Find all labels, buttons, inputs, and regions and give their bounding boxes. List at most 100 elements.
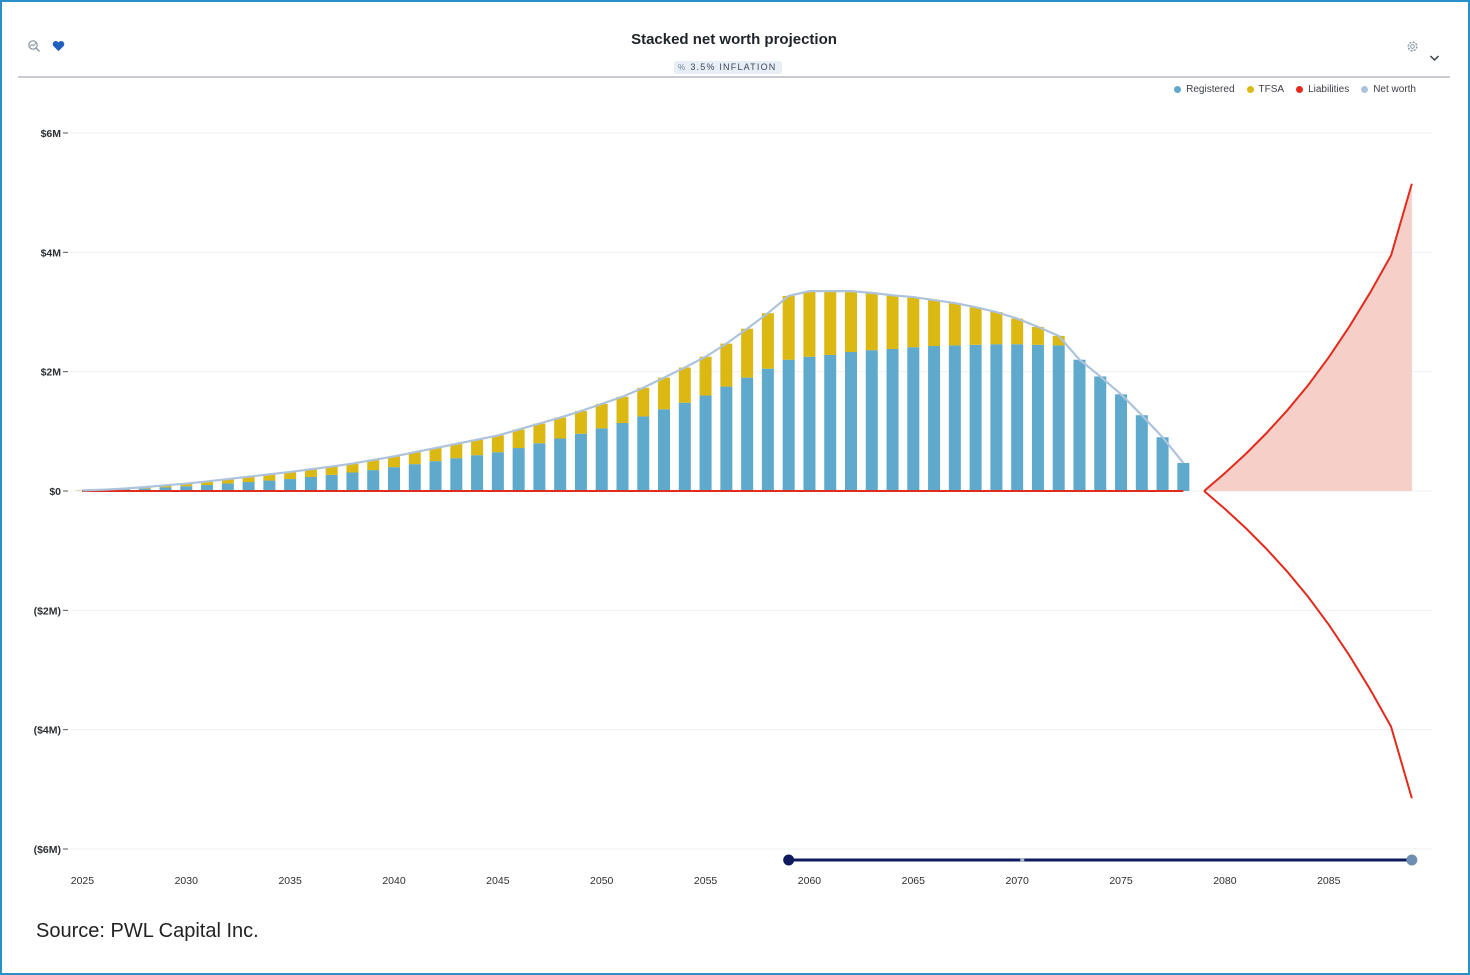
x-tick-label: 2055 [694,875,718,887]
bar-registered [616,422,629,491]
range-slider-end-handle[interactable] [1406,854,1418,866]
bar-registered [346,472,359,491]
bar-tfsa [824,291,837,355]
chart-header: Stacked net worth projection % 3.5% INFL… [18,22,1450,78]
bar-registered [221,483,234,491]
range-slider-start-handle[interactable] [783,854,795,866]
x-tick-label: 2030 [175,875,199,887]
bar-registered [1156,437,1169,491]
bar-registered [533,443,546,491]
bar-tfsa [699,356,712,396]
bar-registered [1094,376,1107,491]
bar-registered [1115,394,1128,491]
bar-tfsa [263,474,276,481]
bar-registered [1031,344,1044,491]
x-tick-label: 2075 [1109,875,1133,887]
bar-registered [1011,344,1024,491]
source-note: Source: PWL Capital Inc. [36,920,259,942]
bar-registered [595,428,608,491]
bar-registered [969,344,982,491]
legend-dot-registered-icon [1174,86,1182,93]
bar-registered [824,354,837,491]
bar-registered [554,438,567,491]
gear-icon[interactable] [1404,38,1420,54]
y-tick-label: ($6M) [34,844,61,856]
bar-tfsa [761,313,774,369]
shortfall-area [1204,183,1412,491]
bar-registered [782,359,795,491]
bar-tfsa [907,297,920,348]
bar-registered [907,347,920,491]
bar-registered [180,486,193,491]
bar-registered [1135,415,1148,491]
bar-tfsa [408,452,421,465]
y-tick-label: ($4M) [34,725,61,737]
legend-item-registered[interactable]: Registered [1174,84,1235,95]
bar-tfsa [658,377,671,410]
bar-tfsa [803,291,816,357]
bar-registered [658,409,671,491]
legend-label: TFSA [1258,84,1285,95]
chevron-down-icon[interactable] [1426,50,1442,66]
bar-registered [284,479,297,491]
bar-tfsa [741,328,754,378]
x-tick-label: 2070 [1005,875,1029,887]
x-tick-label: 2050 [590,875,614,887]
bar-tfsa [512,429,525,449]
heart-icon[interactable] [50,38,66,54]
bar-tfsa [865,292,878,351]
bar-tfsa [450,443,463,459]
bar-registered [450,458,463,491]
bar-tfsa [990,312,1003,345]
bar-registered [429,461,442,491]
bar-registered [263,480,276,491]
range-slider-midpoint [1020,858,1025,862]
bar-tfsa [969,307,982,345]
shortfall-line [1203,183,1413,492]
bar-registered [678,402,691,491]
bar-tfsa [1031,326,1044,345]
bar-registered [886,348,899,491]
bar-tfsa [886,295,899,349]
bar-tfsa [367,459,380,471]
bar-tfsa [720,343,733,387]
bar-tfsa [471,439,484,456]
bar-registered [325,474,338,491]
line-chart-compare-icon[interactable] [26,38,42,54]
legend-label: Registered [1186,84,1235,95]
bar-tfsa [678,367,691,403]
bar-registered [574,433,587,491]
x-tick-label: 2025 [71,875,95,887]
bar-tfsa [180,483,193,487]
y-tick-label: $6M [41,128,62,140]
bar-tfsa [574,411,587,434]
bar-registered [1052,345,1065,491]
bar-registered [928,346,941,491]
bar-tfsa [1052,335,1065,346]
net-worth-line [82,290,1185,492]
bar-registered [720,386,733,491]
legend-label: Net worth [1373,84,1416,95]
bar-tfsa [844,291,857,352]
bar-tfsa [1011,318,1024,345]
legend-item-tfsa[interactable]: TFSA [1246,84,1285,95]
legend-item-net-worth[interactable]: Net worth [1361,84,1416,95]
bar-registered [138,488,151,491]
bar-tfsa [346,463,359,473]
legend-item-liabilities[interactable]: Liabilities [1296,84,1349,95]
bar-tfsa [429,448,442,462]
bar-tfsa [388,456,401,468]
bar-tfsa [201,481,214,486]
bar-tfsa [595,403,608,429]
liabilities-line [1203,490,1413,799]
bar-registered [1073,359,1086,491]
bar-registered [990,344,1003,491]
legend-dot-liabilities-icon [1296,86,1304,93]
y-tick-label: $2M [41,367,62,379]
x-tick-label: 2065 [902,875,926,887]
x-tick-label: 2060 [798,875,822,887]
bar-registered [367,470,380,491]
bar-tfsa [304,469,317,477]
inflation-badge: % 3.5% INFLATION [674,61,783,74]
